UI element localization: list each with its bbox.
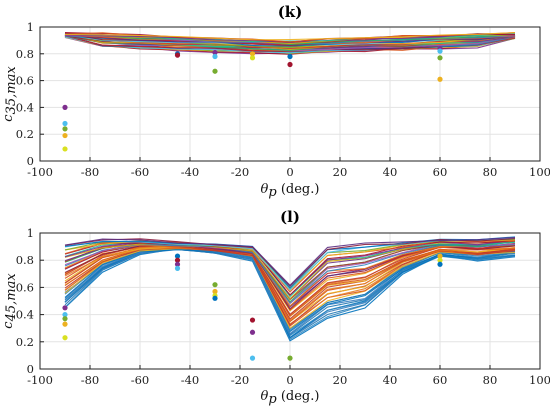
series-line [64, 32, 516, 41]
scatter-point [437, 55, 443, 61]
scatter-point [174, 257, 181, 263]
panel-k: -100 -80 -60 -40 -20 0 20 40 60 80 100 0 0.2 0.4 0.6 0.… [1, 3, 550, 200]
scatter-point [62, 146, 68, 152]
y-axis-subscript: 35,max [4, 66, 19, 115]
y-tick-label: 1 [27, 226, 34, 240]
scatter-point [174, 52, 181, 58]
y-tick-label: 0 [27, 362, 34, 376]
series-line [64, 243, 516, 311]
scatter-point [174, 253, 181, 259]
scatter-point [212, 282, 218, 288]
x-tick-label: -80 [81, 165, 100, 179]
series-line [64, 34, 516, 48]
x-tick-label: 40 [383, 373, 398, 387]
x-tick-label: 0 [286, 373, 293, 387]
panel-title: (l) [280, 208, 300, 226]
y-tick-label: 0.6 [16, 74, 34, 88]
x-tick-label: -80 [81, 373, 100, 387]
x-axis-symbol: θ [261, 389, 269, 404]
scatter-point [437, 76, 443, 82]
x-tick-label: -100 [27, 165, 53, 179]
scatter-point [437, 261, 443, 267]
x-axis-label: θp (deg.) [261, 389, 320, 407]
scatter-point [62, 335, 68, 341]
scatter-point [249, 55, 256, 61]
scatter-point [212, 68, 218, 74]
scatter-point [62, 321, 68, 327]
series-line [64, 34, 516, 49]
scatter-point [437, 48, 443, 54]
scatter-point [62, 132, 68, 139]
scatter-point [212, 288, 218, 295]
scatter-point [212, 49, 218, 56]
series-line [64, 240, 516, 300]
y-axis-symbol: c [1, 114, 16, 122]
scatter-point [174, 261, 181, 267]
series-line [64, 236, 516, 287]
series-line [64, 248, 516, 330]
panel-title: (k) [278, 3, 303, 21]
scatter-point [62, 312, 68, 318]
x-axis-label: θp (deg.) [261, 182, 320, 200]
y-tick-label: 1 [27, 20, 34, 34]
scatter-point [249, 51, 256, 57]
scatter-point [437, 253, 443, 259]
series-line [64, 243, 516, 307]
y-tick-label: 0.8 [16, 47, 34, 61]
y-axis-label: c35,max [1, 66, 19, 122]
scatter-point [249, 355, 256, 361]
panel-l: -100 -80 -60 -40 -20 0 20 40 60 80 100 0 0.2 0.4 0.6 0.… [1, 208, 550, 407]
scatter-point [287, 61, 293, 68]
x-tick-label: 20 [333, 373, 348, 387]
x-tick-label: 100 [529, 165, 550, 179]
y-axis-subscript: 45,max [4, 273, 19, 323]
y-axis-symbol: c [1, 321, 16, 329]
x-tick-label: -20 [231, 165, 250, 179]
x-tick-label: -40 [181, 165, 200, 179]
scatter-point [249, 317, 256, 323]
x-tick-label: 80 [483, 165, 498, 179]
scatter-point [62, 316, 68, 322]
x-axis-symbol: θ [261, 182, 269, 197]
series-line [64, 33, 516, 45]
x-tick-label: -20 [231, 373, 250, 387]
y-tick-label: 0 [27, 154, 34, 168]
x-axis-unit: (deg.) [277, 182, 320, 197]
series-line [64, 238, 516, 287]
scatter-point [287, 53, 293, 60]
scatter-point [62, 120, 68, 127]
scatter-point [287, 355, 293, 361]
x-tick-label: 40 [383, 165, 398, 179]
x-axis-unit: (deg.) [277, 389, 320, 404]
y-axis-label: c45,max [1, 273, 19, 329]
x-tick-label: 80 [483, 373, 498, 387]
x-tick-label: -60 [131, 165, 150, 179]
scatter-point [437, 257, 443, 263]
scatter-point [212, 53, 218, 60]
y-tick-label: 0.2 [16, 127, 34, 141]
x-tick-label: -100 [27, 373, 53, 387]
y-tick-label: 0.6 [16, 280, 34, 294]
x-tick-label: -60 [131, 373, 150, 387]
scatter-point [62, 104, 68, 110]
scatter-point [212, 295, 218, 301]
x-tick-label: 60 [433, 373, 448, 387]
scatter-point [174, 265, 181, 271]
y-tick-label: 0.4 [16, 100, 34, 114]
x-tick-label: 20 [333, 165, 348, 179]
scatter-point [62, 305, 68, 311]
y-tick-label: 0.8 [16, 253, 34, 267]
x-tick-label: -40 [181, 373, 200, 387]
scatter-point [249, 329, 256, 335]
y-tick-label: 0.4 [16, 308, 34, 322]
x-tick-label: 100 [529, 373, 550, 387]
x-tick-label: 60 [433, 165, 448, 179]
scatter-point [62, 126, 68, 132]
x-tick-label: 0 [286, 165, 293, 179]
x-axis-subscript: p [268, 185, 277, 200]
y-tick-label: 0.2 [16, 335, 34, 349]
x-axis-subscript: p [268, 392, 277, 407]
series-line [64, 240, 516, 296]
